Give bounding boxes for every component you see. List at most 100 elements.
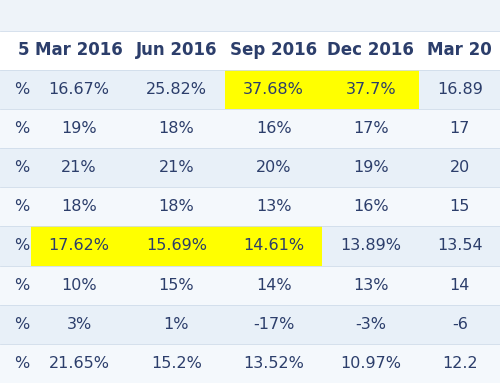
- Text: 17.62%: 17.62%: [48, 239, 110, 254]
- Text: 21.65%: 21.65%: [48, 356, 110, 371]
- Bar: [128, 226, 225, 265]
- Bar: [322, 305, 420, 344]
- Bar: [420, 187, 500, 226]
- Bar: [322, 187, 420, 226]
- Text: %: %: [14, 278, 29, 293]
- Text: %: %: [14, 82, 29, 97]
- Text: Mar 2016: Mar 2016: [36, 41, 123, 59]
- Bar: [420, 344, 500, 383]
- Bar: [128, 344, 225, 383]
- Bar: [322, 148, 420, 187]
- Bar: [30, 148, 128, 187]
- Text: 13%: 13%: [353, 278, 388, 293]
- Bar: [322, 31, 420, 70]
- Text: 14.61%: 14.61%: [243, 239, 304, 254]
- Bar: [420, 70, 500, 109]
- Text: 18%: 18%: [158, 121, 194, 136]
- Text: 16.89: 16.89: [437, 82, 482, 97]
- Bar: [322, 109, 420, 148]
- Text: Jun 2016: Jun 2016: [136, 41, 217, 59]
- Bar: [225, 265, 322, 305]
- Text: 1%: 1%: [164, 317, 189, 332]
- Text: 15: 15: [450, 199, 470, 214]
- Text: 17: 17: [450, 121, 470, 136]
- Bar: [128, 109, 225, 148]
- Text: 18%: 18%: [62, 199, 97, 214]
- Text: 16.67%: 16.67%: [48, 82, 110, 97]
- Bar: [128, 265, 225, 305]
- Text: 15%: 15%: [158, 278, 194, 293]
- Text: %: %: [14, 239, 29, 254]
- Text: 3%: 3%: [66, 317, 92, 332]
- Text: 20%: 20%: [256, 160, 292, 175]
- Text: %: %: [14, 356, 29, 371]
- Text: Mar 20: Mar 20: [428, 41, 492, 59]
- Bar: [225, 305, 322, 344]
- Text: %: %: [14, 160, 29, 175]
- Bar: [30, 109, 128, 148]
- Bar: [322, 265, 420, 305]
- Text: 37.7%: 37.7%: [346, 82, 396, 97]
- Text: -3%: -3%: [356, 317, 386, 332]
- Bar: [0, 305, 30, 344]
- Text: Dec 2016: Dec 2016: [328, 41, 414, 59]
- Text: 37.68%: 37.68%: [243, 82, 304, 97]
- Bar: [0, 70, 30, 109]
- Bar: [420, 265, 500, 305]
- Bar: [225, 70, 322, 109]
- Bar: [225, 109, 322, 148]
- Bar: [30, 344, 128, 383]
- Bar: [322, 70, 420, 109]
- Text: %: %: [14, 317, 29, 332]
- Text: 19%: 19%: [353, 160, 388, 175]
- Text: 18%: 18%: [158, 199, 194, 214]
- Text: 13.52%: 13.52%: [243, 356, 304, 371]
- Text: Sep 2016: Sep 2016: [230, 41, 317, 59]
- Bar: [128, 31, 225, 70]
- Text: 13.89%: 13.89%: [340, 239, 402, 254]
- Bar: [420, 31, 500, 70]
- Bar: [225, 344, 322, 383]
- Bar: [420, 109, 500, 148]
- Bar: [420, 226, 500, 265]
- Bar: [0, 0, 500, 31]
- Bar: [225, 226, 322, 265]
- Bar: [30, 31, 128, 70]
- Text: 13%: 13%: [256, 199, 292, 214]
- Bar: [322, 344, 420, 383]
- Bar: [0, 148, 30, 187]
- Text: 10%: 10%: [62, 278, 97, 293]
- Bar: [30, 226, 128, 265]
- Text: 19%: 19%: [62, 121, 97, 136]
- Bar: [128, 70, 225, 109]
- Bar: [128, 148, 225, 187]
- Bar: [30, 265, 128, 305]
- Bar: [322, 226, 420, 265]
- Bar: [225, 31, 322, 70]
- Bar: [0, 344, 30, 383]
- Text: 10.97%: 10.97%: [340, 356, 402, 371]
- Bar: [0, 265, 30, 305]
- Text: 5: 5: [18, 41, 29, 59]
- Bar: [0, 31, 30, 70]
- Text: 16%: 16%: [256, 121, 292, 136]
- Bar: [225, 148, 322, 187]
- Text: 20: 20: [450, 160, 470, 175]
- Text: -6: -6: [452, 317, 468, 332]
- Text: 13.54: 13.54: [437, 239, 482, 254]
- Text: 14%: 14%: [256, 278, 292, 293]
- Bar: [30, 70, 128, 109]
- Text: 25.82%: 25.82%: [146, 82, 207, 97]
- Bar: [30, 305, 128, 344]
- Text: 15.2%: 15.2%: [151, 356, 202, 371]
- Bar: [128, 187, 225, 226]
- Text: -17%: -17%: [253, 317, 294, 332]
- Text: 21%: 21%: [158, 160, 194, 175]
- Bar: [0, 109, 30, 148]
- Text: 15.69%: 15.69%: [146, 239, 207, 254]
- Text: 21%: 21%: [62, 160, 97, 175]
- Text: 16%: 16%: [353, 199, 388, 214]
- Text: %: %: [14, 121, 29, 136]
- Bar: [0, 226, 30, 265]
- Bar: [420, 305, 500, 344]
